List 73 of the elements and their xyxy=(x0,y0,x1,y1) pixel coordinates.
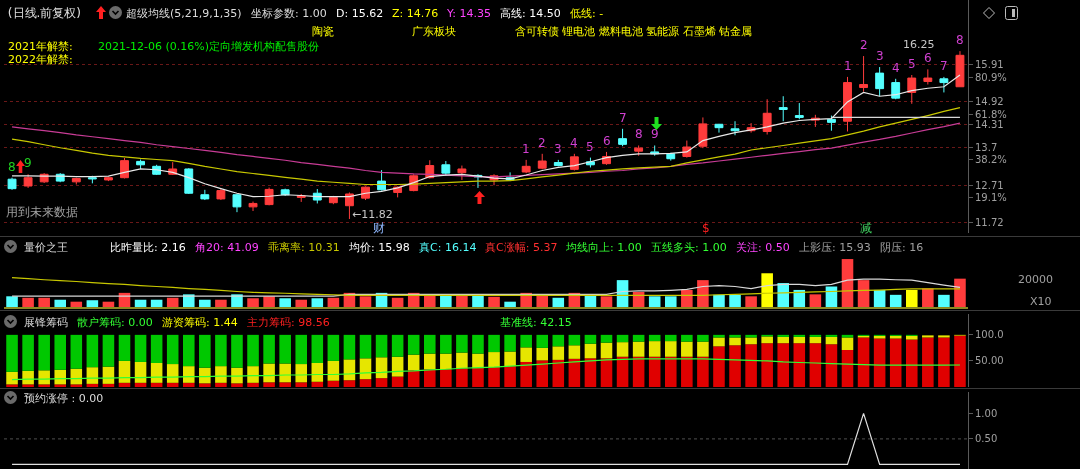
text: 角20: 41.09 xyxy=(195,240,259,254)
y-tick-label: 14.92 xyxy=(975,96,1004,108)
text: 乖离率: 10.31 xyxy=(268,240,340,254)
y-tick-label: 14.31 xyxy=(975,119,1004,131)
annotation: Y: 14.35 xyxy=(447,6,491,20)
y-tick-label: 12.71 xyxy=(975,179,1004,191)
text: 五线多头: 1.00 xyxy=(651,240,727,254)
y-tick-label: 11.72 xyxy=(975,217,1004,229)
annotation: 减 xyxy=(860,220,872,235)
text: 5 xyxy=(586,140,594,154)
text: 量价之王 xyxy=(24,240,68,254)
text: 阴压: 16 xyxy=(880,240,924,254)
annotation: 低线: - xyxy=(570,6,604,20)
annotation: 展锋筹码 xyxy=(24,315,68,329)
text: 上影压: 15.93 xyxy=(799,240,871,254)
text: 8 xyxy=(635,127,643,141)
y-tick-label: 50.00 xyxy=(975,355,1004,367)
text: 4 xyxy=(570,136,578,150)
y2-tick-label: 38.2% xyxy=(975,154,1007,166)
y-tick-label: 13.7 xyxy=(975,142,998,154)
text: 1 xyxy=(844,59,852,73)
annotation: 陶瓷 xyxy=(312,24,334,38)
annotation: 主力筹码: 98.56 xyxy=(247,315,330,329)
annotation: 散户筹码: 0.00 xyxy=(77,315,153,329)
text: (日线.前复权) xyxy=(7,6,82,21)
annotation: 财 xyxy=(373,220,385,235)
text: 均价: 15.98 xyxy=(349,240,410,254)
annotation: 2022年解禁: xyxy=(8,52,73,66)
text: 7 xyxy=(619,111,627,125)
annotation: Z: 14.76 xyxy=(392,6,439,20)
text: 1 xyxy=(522,142,530,156)
annotation: 用到未来数据 xyxy=(6,204,78,219)
text: 真C涨幅: 5.37 xyxy=(485,240,558,254)
y-tick-label: 15.91 xyxy=(975,58,1004,70)
text: 6 xyxy=(603,134,611,148)
text: 比昨量比: 2.16 xyxy=(110,240,186,254)
annotation: 坐标参数: 1.00 xyxy=(251,6,327,20)
y2-tick-label: 80.9% xyxy=(975,71,1007,83)
text: 5 xyxy=(908,57,916,71)
annotation: 超级均线(5,21,9,1,35) xyxy=(126,6,242,20)
annotation: D: 15.62 xyxy=(336,6,384,20)
text: 均线向上: 1.00 xyxy=(566,240,642,254)
text: X10 xyxy=(1030,294,1052,308)
text: 2 xyxy=(538,136,546,150)
text: 7 xyxy=(940,59,948,73)
annotation: 游资筹码: 1.44 xyxy=(162,315,238,329)
annotation: 高线: 14.50 xyxy=(500,6,561,20)
text: 2 xyxy=(860,38,868,52)
annotation: $ xyxy=(702,220,710,235)
text: 关注: 0.50 xyxy=(736,240,790,254)
text: 6 xyxy=(924,51,932,65)
annotation: 预约涨停 : 0.00 xyxy=(24,391,104,405)
annotation: 16.25 xyxy=(903,37,935,51)
text: 3 xyxy=(876,49,884,63)
text: 3 xyxy=(554,142,562,156)
y-tick-label: 100.0 xyxy=(975,329,1004,341)
annotation: 含可转债 锂电池 燃料电池 氢能源 石墨烯 钴金属 xyxy=(515,24,753,38)
annotation: ←11.82 xyxy=(352,207,393,221)
y-tick-label: 1.00 xyxy=(975,407,998,419)
y2-tick-label: 61.8% xyxy=(975,108,1007,120)
text: 8 xyxy=(8,160,16,174)
text: 9 xyxy=(24,156,32,170)
text: 4 xyxy=(892,61,900,75)
annotation: 2021年解禁: xyxy=(8,39,73,53)
annotation: 广东板块 xyxy=(412,24,456,38)
annotation: 2021-12-06 (0.16%)定向增发机构配售股份 xyxy=(98,39,319,53)
text: 20000 xyxy=(1018,272,1053,286)
y-tick-label: 0.50 xyxy=(975,433,998,445)
y2-tick-label: 19.1% xyxy=(975,191,1007,203)
annotation: 基准线: 42.15 xyxy=(500,315,572,329)
text: 9 xyxy=(651,127,659,141)
text: 8 xyxy=(956,33,964,47)
text: 真C: 16.14 xyxy=(419,240,477,254)
